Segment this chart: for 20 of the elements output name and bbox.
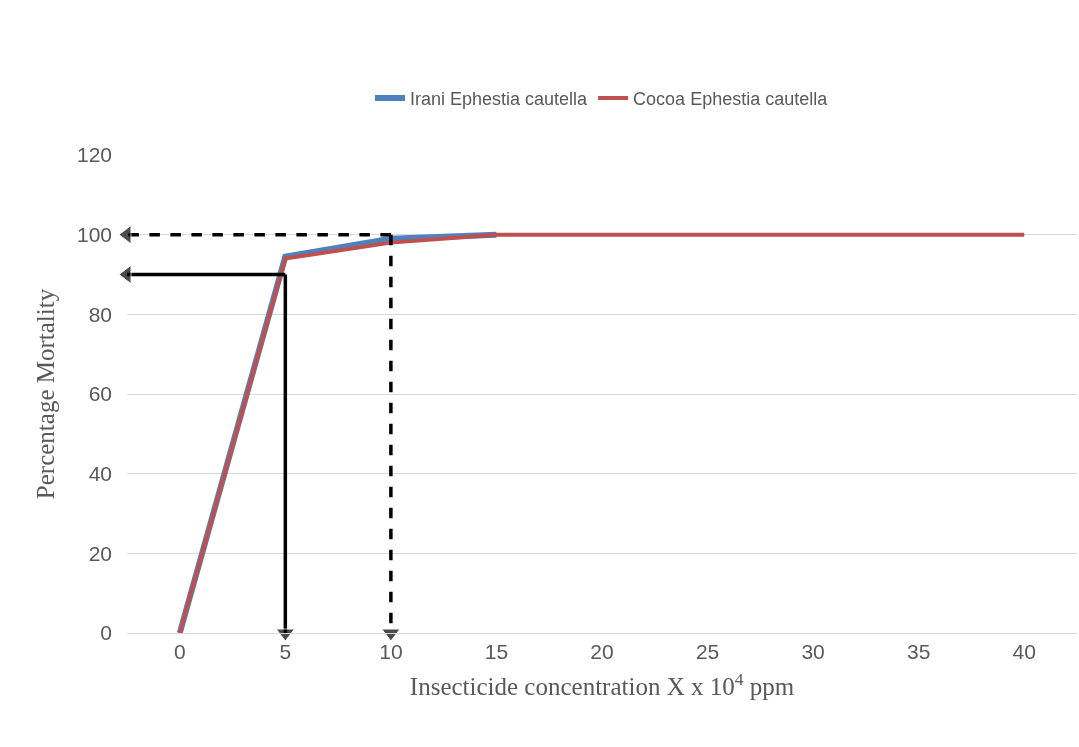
x-tick-label: 10	[379, 640, 403, 664]
x-tick-label: 15	[484, 640, 509, 664]
y-axis-title: Percentage Mortality	[31, 288, 59, 500]
y-tick-label: 40	[88, 462, 112, 486]
y-tick-label: 120	[76, 143, 112, 167]
y-tick-label: 0	[100, 621, 112, 645]
y-tick-label: 80	[88, 302, 112, 326]
x-tick-label: 5	[279, 640, 292, 664]
legend-label: Irani Ephestia cautella	[410, 88, 589, 109]
x-tick-label: 20	[590, 640, 614, 664]
x-tick-label: 35	[906, 640, 931, 664]
x-tick-label: 25	[695, 640, 720, 664]
x-tick-label: 30	[801, 640, 825, 664]
x-tick-label: 0	[173, 640, 186, 664]
legend-label: Cocoa Ephestia cautella	[633, 88, 829, 109]
y-tick-label: 20	[88, 541, 112, 565]
x-axis-title: Insecticide concentration X x 10$^{4}$ ppm	[409, 668, 795, 701]
x-tick-label: 40	[1012, 640, 1036, 664]
y-tick-label: 60	[88, 382, 112, 406]
y-tick-label: 100	[76, 223, 112, 247]
